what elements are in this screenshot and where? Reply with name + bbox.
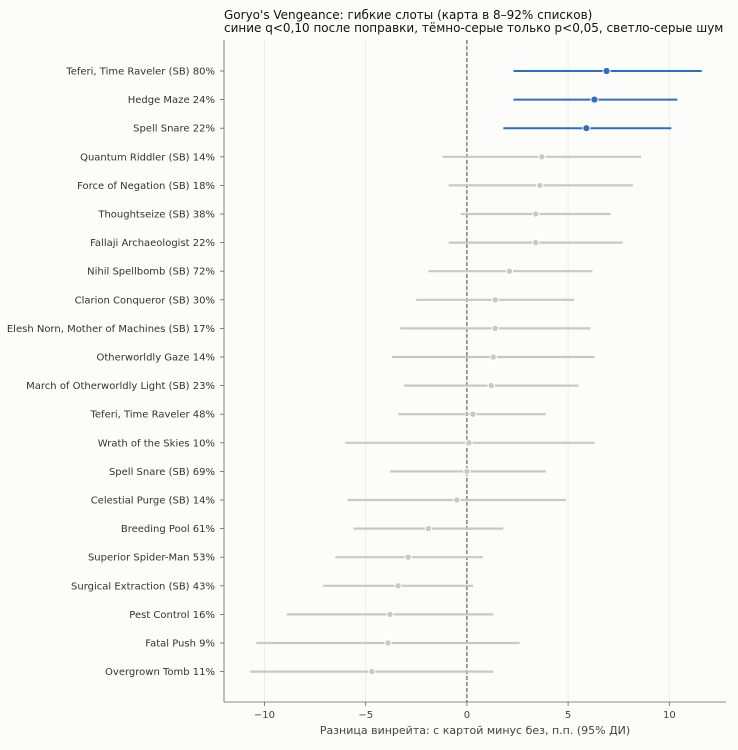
point-estimate	[487, 381, 495, 390]
point-estimate	[368, 667, 376, 676]
point-estimate	[453, 496, 461, 504]
y-tick-label: Nihil Spellbomb (SB) 72%	[87, 267, 215, 278]
point-estimate	[536, 181, 544, 190]
point-estimate	[505, 267, 514, 275]
y-tick-label: Thoughtseize (SB) 38%	[97, 210, 215, 221]
x-tick-label: 5	[565, 710, 571, 721]
point-estimate	[404, 553, 412, 561]
point-estimate	[491, 296, 499, 304]
y-tick-label: Wrath of the Skies 10%	[98, 438, 215, 449]
x-tick-label: −10	[254, 710, 275, 721]
chart-title-block: Goryo's Vengeance: гибкие слоты (карта в…	[224, 9, 723, 35]
chart-subtitle: синие q<0,10 после поправки, тёмно-серые…	[224, 21, 724, 35]
point-estimate	[384, 639, 392, 647]
point-estimate	[602, 66, 611, 76]
y-tick-label: Pest Control 16%	[129, 610, 215, 621]
category-labels: Teferi, Time Raveler (SB) 80% Hedge Maze …	[7, 67, 224, 678]
point-estimate	[386, 610, 394, 619]
x-axis-title: Разница винрейта: с картой минус без, п.…	[320, 724, 630, 737]
y-tick-label: Otherworldly Gaze 14%	[97, 353, 216, 364]
point-estimate	[532, 210, 540, 218]
point-estimate	[582, 124, 591, 133]
point-estimate	[491, 324, 499, 333]
point-estimate	[424, 524, 433, 533]
y-tick-label: Teferi, Time Raveler (SB) 80%	[65, 67, 215, 78]
point-estimate	[469, 410, 477, 418]
y-tick-label: Fatal Push 9%	[145, 639, 215, 650]
y-tick-label: Fallaji Archaeologist 22%	[90, 238, 215, 249]
x-tick-label: −5	[358, 710, 373, 721]
x-tick-label: 0	[464, 710, 470, 721]
y-tick-label: Teferi, Time Raveler 48%	[89, 410, 215, 421]
y-tick-label: Clarion Conqueror (SB) 30%	[75, 295, 215, 306]
point-estimate	[489, 353, 497, 361]
chart-title: Goryo's Vengeance: гибкие слоты (карта в…	[224, 8, 593, 22]
y-tick-label: Celestial Purge (SB) 14%	[91, 496, 215, 507]
point-estimate	[463, 467, 471, 476]
x-tick-label: 10	[663, 710, 676, 721]
y-tick-label: Elesh Norn, Mother of Machines (SB) 17%	[7, 324, 215, 335]
ci-marks	[250, 66, 702, 676]
y-tick-label: Superior Spider-Man 53%	[88, 553, 215, 564]
y-tick-label: Spell Snare 22%	[133, 124, 215, 135]
y-tick-label: Spell Snare (SB) 69%	[109, 467, 215, 478]
y-tick-label: March of Otherworldly Light (SB) 23%	[26, 381, 215, 392]
y-tick-label: Breeding Pool 61%	[121, 524, 215, 535]
y-tick-label: Hedge Maze 24%	[128, 95, 215, 106]
point-estimate	[590, 95, 599, 104]
y-tick-label: Surgical Extraction (SB) 43%	[71, 581, 215, 592]
point-estimate	[394, 582, 402, 590]
y-tick-label: Quantum Riddler (SB) 14%	[80, 152, 215, 163]
y-tick-label: Force of Negation (SB) 18%	[77, 181, 215, 192]
point-estimate	[532, 238, 540, 247]
y-tick-label: Overgrown Tomb 11%	[105, 667, 215, 678]
plot-axes	[223, 40, 726, 703]
x-ticks: −10 −5 0 5 10	[254, 702, 676, 721]
point-estimate	[538, 153, 546, 161]
point-estimate	[465, 439, 473, 447]
